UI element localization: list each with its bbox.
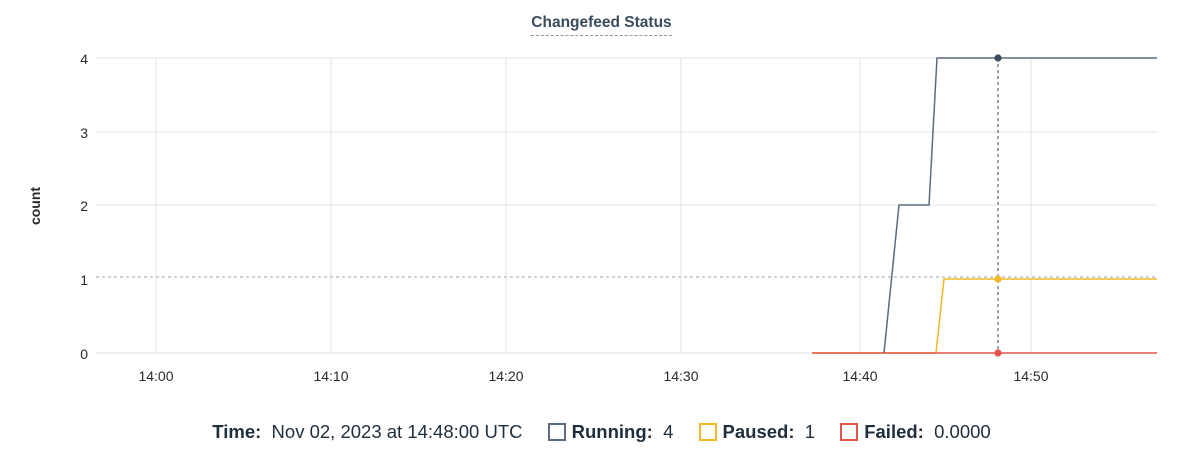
svg-text:2: 2 xyxy=(80,198,88,214)
svg-text:0: 0 xyxy=(80,346,88,362)
svg-text:14:10: 14:10 xyxy=(313,368,348,384)
svg-text:1: 1 xyxy=(80,272,88,288)
svg-text:14:00: 14:00 xyxy=(138,368,173,384)
svg-text:3: 3 xyxy=(80,125,88,141)
svg-text:14:50: 14:50 xyxy=(1013,368,1048,384)
svg-text:14:40: 14:40 xyxy=(842,368,877,384)
svg-text:14:30: 14:30 xyxy=(663,368,698,384)
svg-text:4: 4 xyxy=(80,51,88,67)
svg-text:14:20: 14:20 xyxy=(488,368,523,384)
